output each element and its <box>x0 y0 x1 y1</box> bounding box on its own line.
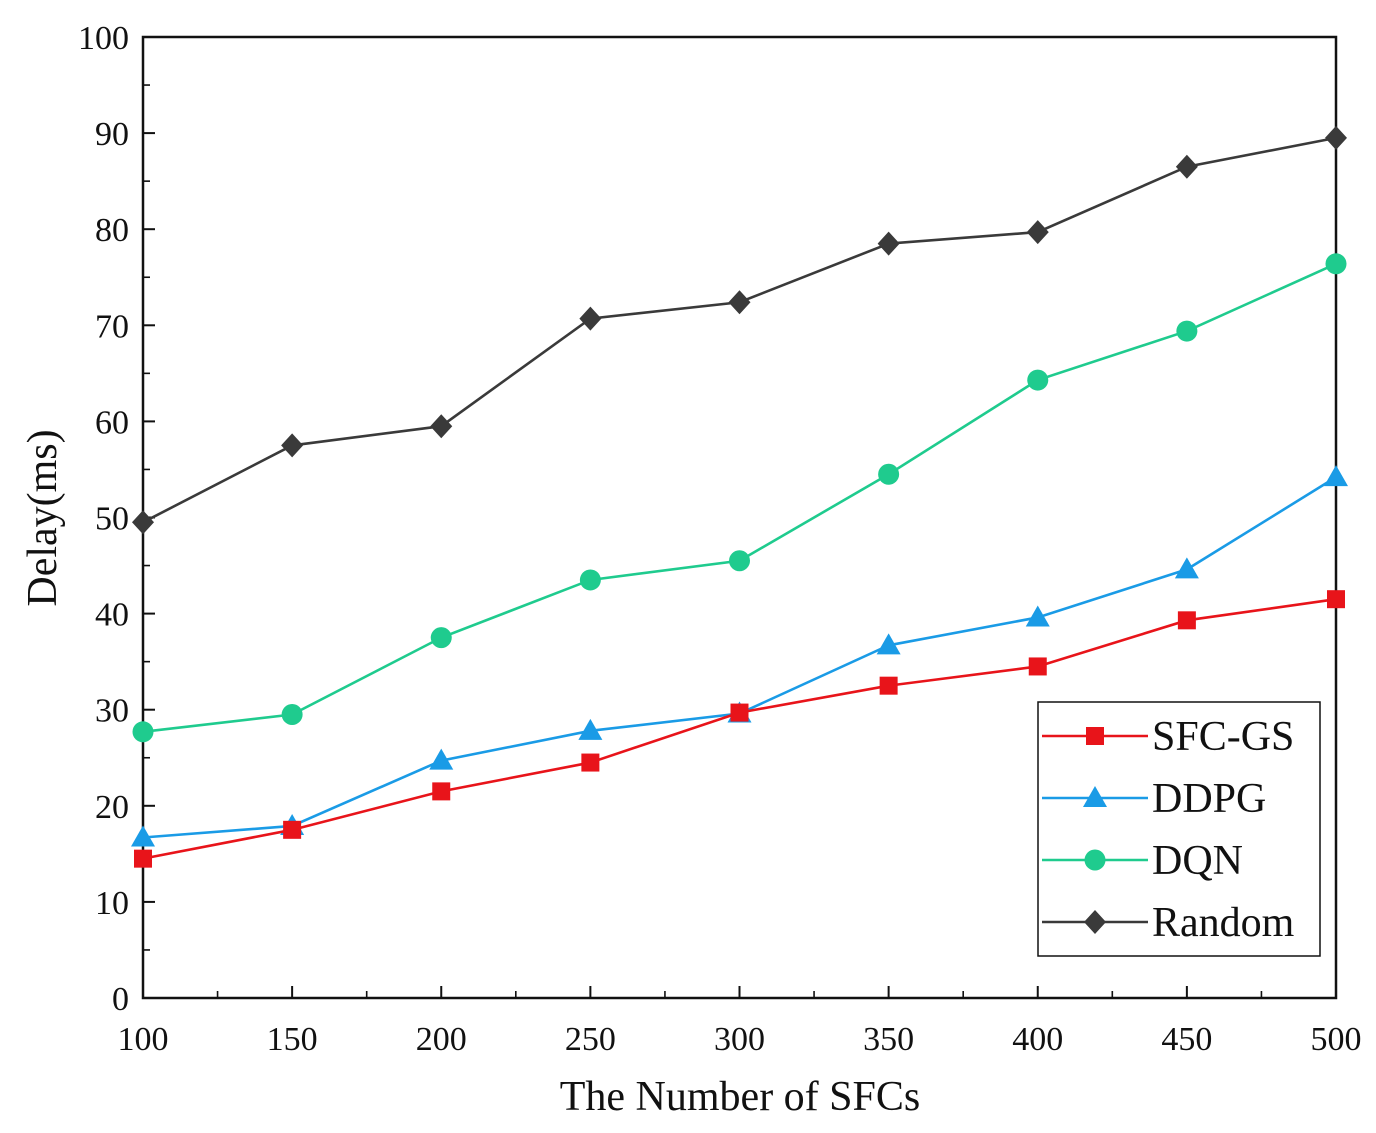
legend-label-random: Random <box>1152 900 1295 946</box>
data-point-sfc-gs <box>1028 657 1047 676</box>
y-tick-label: 60 <box>95 404 129 441</box>
data-point-random <box>579 306 602 331</box>
axes: 0 10 20 30 40 50 60 70 80 90 100 100 150 200 250 300 350… <box>78 20 1362 1058</box>
data-point-dqn <box>729 550 750 572</box>
y-tick-label: 0 <box>112 981 129 1018</box>
y-tick-label: 80 <box>95 212 129 249</box>
x-tick-label: 350 <box>863 1021 914 1058</box>
data-point-random <box>877 231 900 256</box>
y-tick-label: 40 <box>95 597 129 634</box>
x-tick-label: 100 <box>118 1021 169 1058</box>
data-point-ddpg <box>1324 465 1348 487</box>
data-point-dqn <box>1325 253 1347 275</box>
data-point-dqn <box>878 463 900 485</box>
data-point-dqn <box>1176 320 1198 342</box>
legend-marker-dqn <box>1084 849 1106 871</box>
data-point-ddpg <box>429 748 454 770</box>
x-tick-label: 450 <box>1161 1021 1212 1058</box>
data-point-ddpg <box>131 825 155 847</box>
data-point-dqn <box>281 704 303 726</box>
data-point-sfc-gs <box>879 676 898 695</box>
y-tick-label: 70 <box>95 308 129 345</box>
data-point-random <box>281 433 304 458</box>
data-point-ddpg <box>876 633 901 655</box>
legend-label-sfc-gs: SFC-GS <box>1152 714 1294 760</box>
series-layer <box>131 125 1348 868</box>
data-point-dqn <box>430 627 452 649</box>
legend-marker-random <box>1084 910 1106 934</box>
legend-marker-ddpg <box>1083 786 1107 807</box>
series-random <box>132 125 1347 535</box>
x-tick-label: 400 <box>1012 1021 1063 1058</box>
data-point-dqn <box>1027 369 1049 391</box>
data-point-random <box>430 414 453 439</box>
y-axis-title: Delay(ms) <box>20 429 66 606</box>
data-point-dqn <box>132 721 154 743</box>
series-dqn <box>132 253 1347 743</box>
legend-label-ddpg: DDPG <box>1152 776 1266 822</box>
data-point-sfc-gs <box>432 782 451 801</box>
x-tick-label: 150 <box>267 1021 318 1058</box>
x-tick-label: 250 <box>565 1021 616 1058</box>
x-tick-label: 300 <box>714 1021 765 1058</box>
data-point-sfc-gs <box>134 849 152 868</box>
legend: SFC-GS DDPG DQN Random <box>1037 701 1321 957</box>
data-point-sfc-gs <box>283 820 302 839</box>
data-point-random <box>1175 154 1198 179</box>
data-point-random <box>728 290 751 315</box>
data-point-random <box>132 510 154 535</box>
data-point-sfc-gs <box>1327 590 1345 609</box>
series-sfc-gs <box>134 590 1345 868</box>
series-line-random <box>142 136 1337 524</box>
legend-box <box>1037 701 1321 957</box>
x-tick-label: 500 <box>1311 1021 1362 1058</box>
y-tick-label: 90 <box>95 116 129 153</box>
data-point-random <box>1325 125 1347 150</box>
legend-label-dqn: DQN <box>1152 838 1243 884</box>
data-point-sfc-gs <box>581 753 600 772</box>
x-tick-label: 200 <box>416 1021 467 1058</box>
y-tick-label: 10 <box>95 885 129 922</box>
data-point-random <box>1026 220 1049 245</box>
y-tick-label: 100 <box>78 20 129 57</box>
x-axis-title: The Number of SFCs <box>560 1074 921 1120</box>
series-line-dqn <box>142 262 1337 734</box>
data-point-ddpg <box>578 718 603 740</box>
y-tick-label: 50 <box>95 501 129 538</box>
legend-marker-sfc-gs <box>1086 727 1104 745</box>
data-point-dqn <box>579 569 601 591</box>
data-point-sfc-gs <box>730 703 749 722</box>
data-point-ddpg <box>1174 557 1199 579</box>
y-tick-label: 20 <box>95 789 129 826</box>
y-tick-label: 30 <box>95 693 129 730</box>
data-point-ddpg <box>1025 605 1050 627</box>
data-point-sfc-gs <box>1177 611 1196 630</box>
